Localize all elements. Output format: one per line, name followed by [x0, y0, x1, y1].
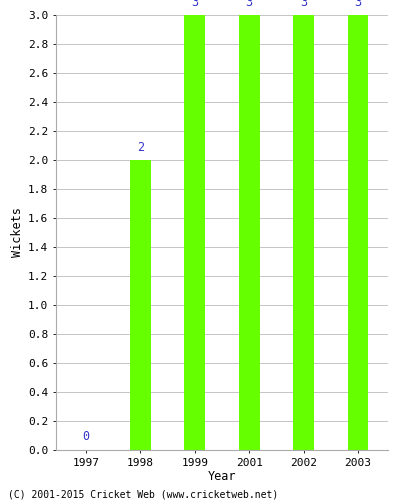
Text: 3: 3	[191, 0, 198, 9]
Bar	[293, 15, 314, 450]
Text: 2: 2	[137, 141, 144, 154]
Bar	[239, 15, 260, 450]
Bar	[184, 15, 205, 450]
Text: 3: 3	[354, 0, 362, 9]
Text: 3: 3	[300, 0, 307, 9]
Text: 3: 3	[246, 0, 253, 9]
Text: (C) 2001-2015 Cricket Web (www.cricketweb.net): (C) 2001-2015 Cricket Web (www.cricketwe…	[8, 490, 278, 500]
Y-axis label: Wickets: Wickets	[11, 208, 24, 258]
X-axis label: Year: Year	[208, 470, 236, 484]
Bar	[348, 15, 368, 450]
Bar	[130, 160, 151, 450]
Text: 0: 0	[82, 430, 90, 443]
